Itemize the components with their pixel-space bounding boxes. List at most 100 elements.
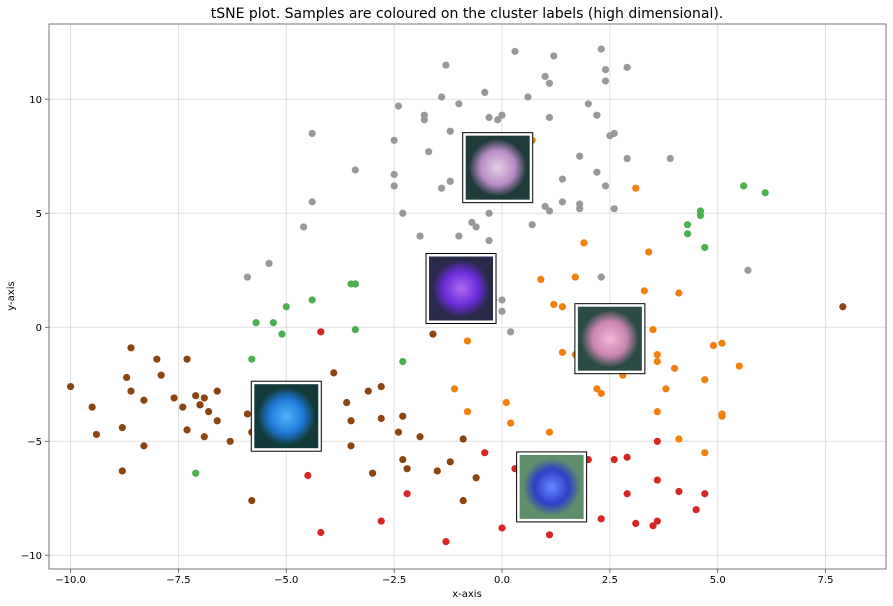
scatter-point-cluster-1 (571, 273, 579, 281)
y-tick-label: 0 (36, 323, 42, 334)
scatter-point-cluster-3 (416, 433, 424, 441)
scatter-point-cluster-0 (528, 221, 536, 229)
scatter-point-cluster-0 (744, 266, 752, 274)
scatter-point-cluster-3 (88, 403, 96, 411)
x-tick-label: −2.5 (382, 575, 406, 586)
scatter-point-cluster-1 (593, 385, 601, 393)
scatter-point-cluster-4 (653, 437, 661, 445)
scatter-point-cluster-0 (425, 148, 433, 156)
scatter-point-cluster-0 (597, 45, 605, 53)
scatter-point-cluster-1 (649, 325, 657, 334)
scatter-point-cluster-3 (472, 474, 480, 482)
purple-cell-inset (462, 132, 534, 204)
scatter-point-cluster-0 (584, 100, 592, 108)
scatter-point-cluster-0 (265, 259, 273, 268)
scatter-point-cluster-4 (610, 455, 618, 464)
scatter-point-cluster-4 (653, 517, 661, 525)
scatter-point-cluster-4 (653, 476, 661, 484)
scatter-point-cluster-3 (394, 428, 403, 436)
scatter-point-cluster-3 (192, 392, 200, 400)
scatter-point-cluster-0 (558, 175, 567, 183)
scatter-point-cluster-1 (645, 248, 653, 256)
scatter-point-cluster-1 (558, 303, 567, 311)
scatter-point-cluster-2 (701, 243, 709, 252)
scatter-point-cluster-0 (666, 154, 674, 163)
scatter-point-cluster-1 (653, 351, 661, 359)
scatter-point-cluster-4 (545, 531, 554, 539)
scatter-point-cluster-0 (576, 152, 584, 160)
scatter-point-cluster-3 (140, 396, 148, 404)
scatter-point-cluster-0 (593, 111, 601, 119)
scatter-point-cluster-3 (347, 417, 355, 425)
scatter-point-cluster-2 (192, 469, 200, 477)
scatter-point-cluster-0 (390, 136, 398, 144)
scatter-point-cluster-0 (507, 328, 515, 336)
scatter-point-cluster-0 (498, 296, 506, 304)
scatter-point-cluster-1 (545, 428, 554, 436)
x-tick-label: −7.5 (166, 575, 190, 586)
scatter-point-cluster-0 (601, 66, 610, 74)
scatter-point-cluster-4 (304, 471, 312, 480)
scatter-point-cluster-0 (606, 132, 614, 140)
cell-image (254, 384, 319, 449)
scatter-point-cluster-3 (92, 430, 101, 439)
scatter-point-cluster-3 (343, 398, 351, 407)
scatter-point-cluster-3 (459, 435, 467, 443)
scatter-point-cluster-2 (740, 182, 748, 190)
scatter-point-cluster-3 (226, 437, 234, 445)
scatter-point-cluster-0 (455, 232, 463, 240)
scatter-point-cluster-0 (601, 77, 610, 85)
scatter-point-cluster-3 (839, 303, 847, 311)
scatter-point-cluster-1 (675, 435, 683, 443)
scatter-point-cluster-3 (153, 355, 161, 363)
scatter-point-cluster-0 (481, 88, 489, 97)
scatter-point-cluster-0 (541, 72, 549, 81)
y-tick-label: −10 (21, 551, 42, 562)
scatter-point-cluster-4 (481, 449, 489, 457)
scatter-point-cluster-3 (248, 496, 256, 505)
scatter-point-cluster-0 (545, 79, 554, 87)
violet-cell-inset (425, 253, 497, 325)
scatter-point-cluster-4 (597, 515, 605, 523)
scatter-point-cluster-1 (507, 419, 515, 427)
scatter-point-cluster-3 (347, 442, 355, 450)
y-tick-label: −5 (27, 437, 42, 448)
scatter-point-cluster-1 (701, 376, 709, 384)
scatter-point-cluster-3 (179, 403, 187, 411)
scatter-point-cluster-1 (718, 339, 726, 347)
scatter-point-cluster-3 (368, 469, 377, 477)
scatter-point-cluster-0 (610, 205, 618, 213)
scatter-point-cluster-3 (213, 417, 221, 425)
scatter-point-cluster-4 (632, 519, 640, 527)
scatter-point-cluster-0 (558, 198, 567, 206)
scatter-point-cluster-0 (390, 170, 398, 179)
scatter-point-cluster-1 (701, 449, 709, 457)
scatter-point-cluster-0 (446, 127, 454, 135)
scatter-point-cluster-0 (524, 93, 532, 101)
navy-cell-inset (516, 451, 588, 523)
scatter-point-cluster-0 (597, 273, 605, 281)
scatter-point-cluster-3 (157, 371, 165, 379)
y-axis-label: y-axis (6, 281, 17, 310)
scatter-point-cluster-0 (593, 168, 601, 176)
scatter-point-cluster-2 (696, 211, 705, 220)
scatter-point-cluster-1 (670, 364, 679, 372)
scatter-point-cluster-0 (545, 207, 554, 215)
scatter-point-cluster-2 (761, 189, 769, 197)
scatter-point-cluster-0 (394, 102, 403, 110)
scatter-point-cluster-2 (282, 303, 290, 311)
scatter-point-cluster-0 (442, 61, 450, 69)
chart-title: tSNE plot. Samples are coloured on the c… (211, 6, 724, 22)
scatter-point-cluster-0 (511, 47, 519, 55)
scatter-point-cluster-0 (468, 218, 476, 226)
scatter-point-cluster-4 (317, 528, 325, 537)
scatter-point-cluster-4 (623, 490, 631, 498)
scatter-point-cluster-2 (683, 221, 692, 229)
scatter-point-cluster-3 (170, 394, 178, 402)
scatter-point-cluster-3 (377, 382, 385, 391)
x-tick-label: 0.0 (494, 575, 510, 586)
scatter-point-cluster-0 (576, 205, 584, 213)
scatter-point-cluster-3 (205, 408, 213, 416)
scatter-point-cluster-0 (420, 116, 428, 124)
